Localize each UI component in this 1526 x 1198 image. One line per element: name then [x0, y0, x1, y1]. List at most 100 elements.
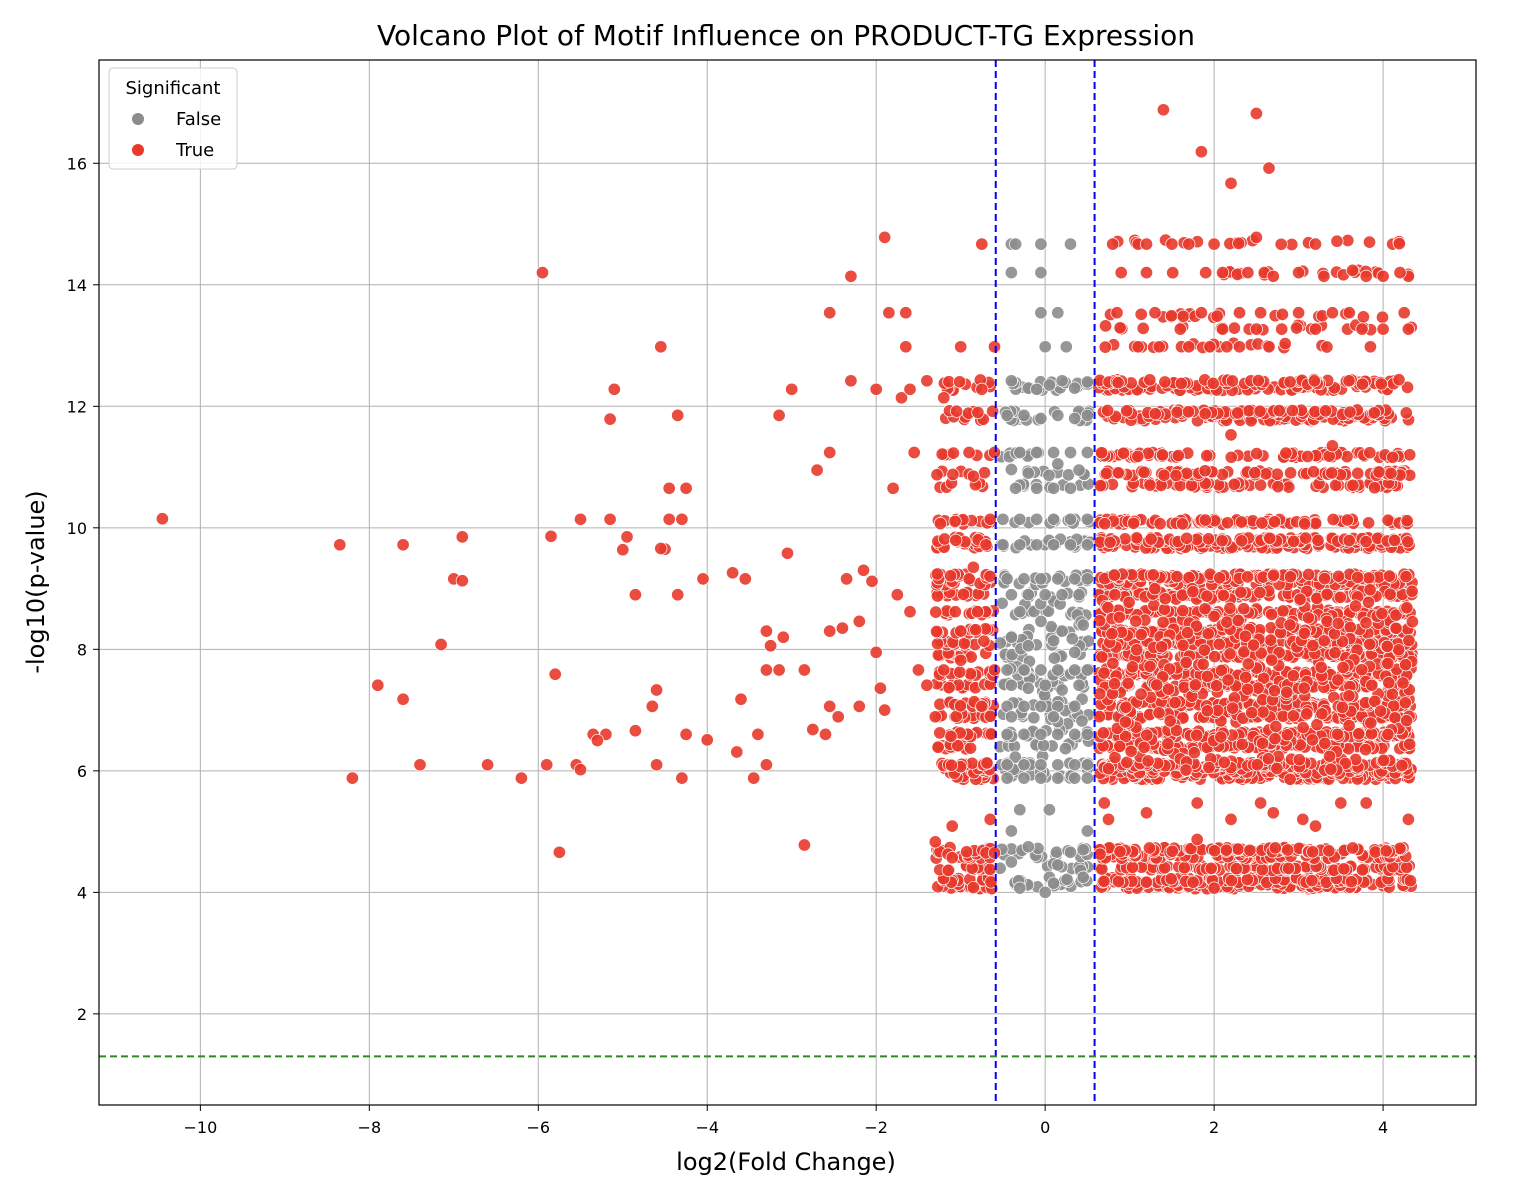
significant-point: [1246, 638, 1261, 652]
significant-point: [696, 572, 710, 586]
significant-point: [1380, 639, 1394, 653]
significant-point: [1220, 615, 1234, 629]
significant-point: [1200, 669, 1214, 683]
significant-point: [1307, 374, 1321, 388]
non-significant-point: [1004, 678, 1018, 692]
significant-point: [616, 543, 630, 557]
significant-point: [780, 546, 795, 560]
significant-point: [1397, 306, 1411, 320]
significant-point: [1389, 621, 1403, 635]
significant-point: [1272, 404, 1286, 418]
significant-point: [1216, 266, 1230, 280]
significant-point: [953, 375, 967, 389]
significant-point: [1349, 599, 1363, 613]
significant-point: [1284, 466, 1298, 480]
significant-point: [1220, 516, 1235, 530]
significant-point: [869, 382, 883, 396]
non-significant-point: [1017, 771, 1031, 785]
non-significant-point: [1034, 411, 1048, 426]
significant-point: [975, 382, 989, 396]
significant-point: [759, 758, 773, 772]
non-significant-point: [1004, 374, 1018, 388]
significant-point: [1171, 449, 1185, 463]
significant-point: [873, 681, 887, 695]
non-significant-point: [1072, 678, 1086, 692]
non-significant-point: [1060, 872, 1074, 886]
significant-point: [1402, 633, 1416, 648]
non-significant-point: [1063, 512, 1078, 526]
significant-point: [573, 763, 588, 777]
significant-point: [1292, 266, 1306, 280]
significant-point: [1208, 844, 1222, 858]
significant-point: [1344, 875, 1358, 889]
significant-point: [983, 812, 997, 826]
significant-point: [1210, 679, 1224, 693]
significant-point: [1199, 266, 1213, 280]
significant-point: [1101, 601, 1115, 615]
significant-point: [1245, 706, 1259, 720]
non-significant-point: [1013, 445, 1027, 460]
significant-point: [1386, 450, 1400, 464]
significant-point: [776, 630, 790, 644]
significant-point: [1143, 659, 1157, 673]
significant-point: [1148, 582, 1162, 596]
significant-point: [1152, 706, 1166, 720]
significant-point: [1182, 571, 1196, 585]
significant-point: [1392, 237, 1406, 251]
significant-point: [1124, 744, 1138, 758]
significant-point: [852, 699, 866, 713]
significant-point: [1314, 660, 1328, 674]
significant-point: [1106, 237, 1120, 251]
significant-point: [878, 703, 892, 717]
significant-point: [1198, 602, 1212, 616]
non-significant-point: [1030, 512, 1044, 526]
significant-point: [1263, 531, 1277, 545]
significant-point: [1359, 535, 1373, 549]
significant-point: [931, 740, 945, 754]
significant-point: [1318, 736, 1332, 750]
significant-point: [1399, 406, 1413, 420]
significant-point: [907, 445, 921, 460]
significant-point: [920, 374, 934, 388]
non-significant-point: [1051, 572, 1065, 586]
y-tick-label: 10: [67, 519, 87, 538]
legend-label-false: False: [176, 109, 221, 130]
significant-point: [1143, 373, 1157, 387]
significant-point: [1232, 340, 1247, 354]
significant-point: [1139, 875, 1153, 889]
significant-point: [920, 678, 934, 692]
x-tick-label: −10: [183, 1118, 217, 1137]
significant-point: [1320, 340, 1334, 354]
significant-point: [1306, 845, 1320, 859]
significant-point: [371, 678, 385, 692]
significant-point: [1227, 477, 1241, 491]
significant-point: [1362, 571, 1376, 585]
significant-point: [1113, 845, 1127, 859]
non-significant-point: [1049, 845, 1064, 859]
significant-point: [966, 469, 980, 483]
significant-point: [333, 538, 347, 552]
significant-point: [1161, 682, 1176, 696]
significant-point: [1101, 403, 1115, 418]
significant-point: [1242, 404, 1256, 418]
non-significant-point: [1059, 340, 1073, 354]
significant-point: [345, 771, 359, 785]
significant-point: [1351, 466, 1365, 480]
significant-point: [1323, 749, 1337, 763]
significant-point: [1267, 684, 1282, 698]
significant-point: [1286, 709, 1300, 723]
significant-point: [844, 374, 858, 388]
non-significant-point: [1013, 538, 1027, 552]
significant-point: [1139, 266, 1154, 280]
significant-point: [1342, 374, 1356, 388]
significant-point: [1359, 796, 1373, 810]
significant-point: [1265, 607, 1279, 621]
significant-point: [1142, 841, 1157, 855]
significant-point: [949, 533, 963, 547]
significant-point: [1342, 719, 1356, 733]
significant-point: [1283, 375, 1297, 389]
significant-point: [544, 529, 558, 543]
non-significant-point: [1051, 408, 1065, 422]
x-tick-label: −8: [358, 1118, 382, 1137]
